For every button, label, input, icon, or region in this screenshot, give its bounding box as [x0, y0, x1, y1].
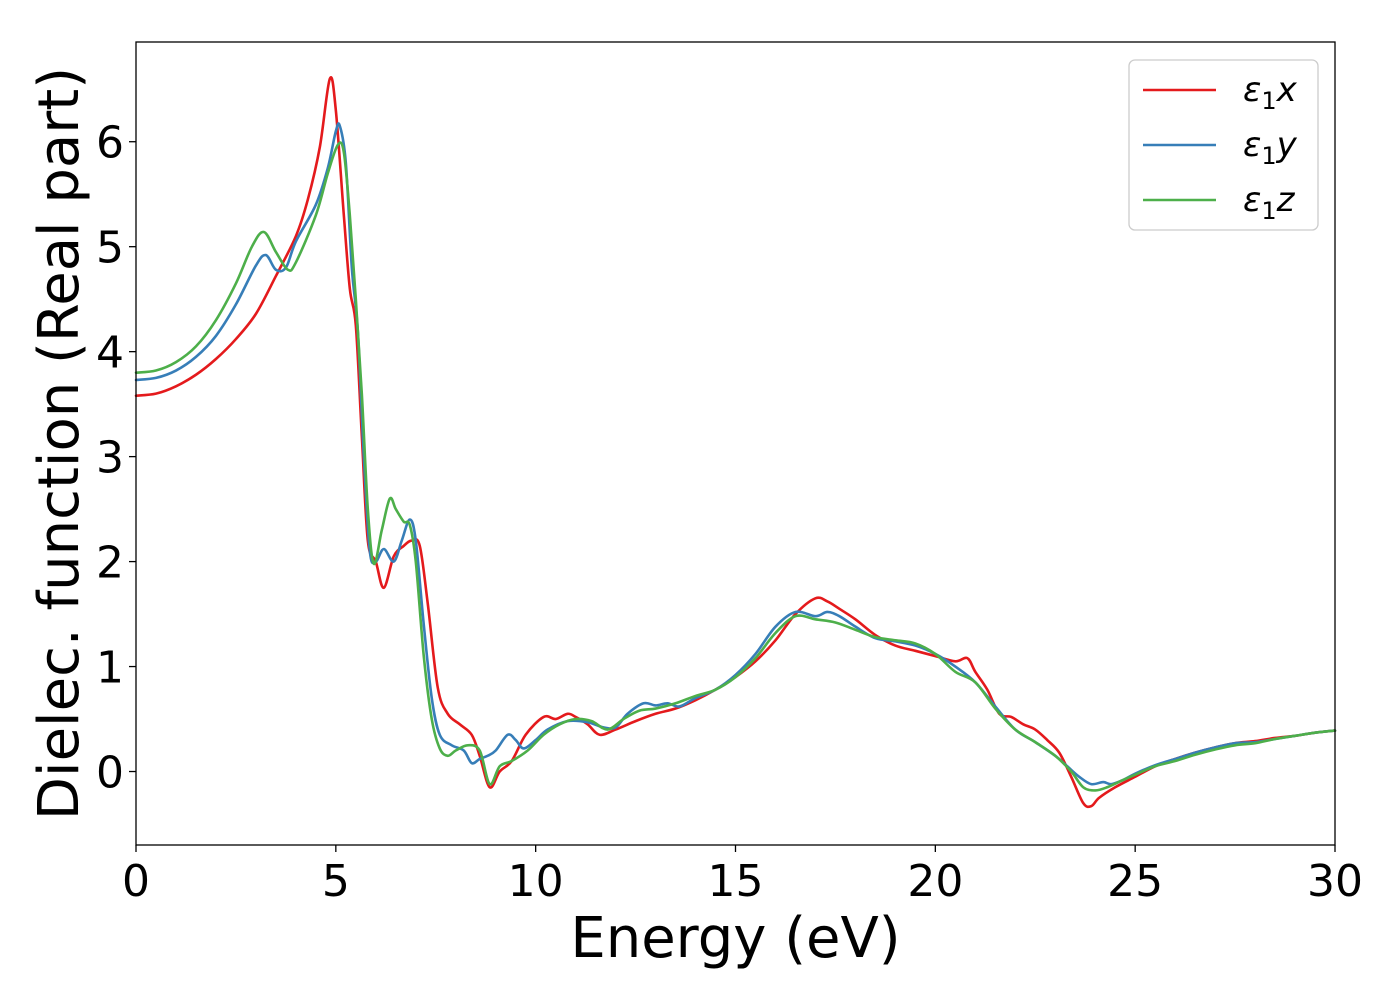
y-tick-label: 3	[96, 433, 124, 484]
series-line-x	[134, 76, 1337, 809]
x-tick-label: 10	[508, 856, 564, 907]
x-tick-label: 0	[122, 856, 150, 907]
x-tick-label: 15	[708, 856, 764, 907]
legend: ε1x ε1y ε1z	[1128, 59, 1319, 231]
y-tick-label: 6	[96, 118, 124, 169]
series-line-z	[134, 141, 1337, 792]
ticks-layer: 0 5 10 15 20 25 30 0 1 2 3 4 5 6	[96, 118, 1363, 907]
y-tick-label: 4	[96, 328, 124, 379]
series-lines-layer	[134, 76, 1337, 809]
y-tick-label: 1	[96, 643, 124, 694]
legend-frame	[1128, 59, 1319, 231]
y-axis-label: Dielec. function (Real part)	[27, 67, 92, 820]
x-tick-label: 5	[322, 856, 350, 907]
y-tick-label: 2	[96, 538, 124, 589]
legend-label-z: ε1z	[1243, 180, 1296, 225]
legend-label-y: ε1y	[1243, 125, 1298, 170]
plot-area-frame	[135, 41, 1336, 846]
x-tick-label: 25	[1107, 856, 1163, 907]
x-tick-label: 30	[1307, 856, 1363, 907]
y-tick-label: 0	[96, 748, 124, 799]
x-axis-label: Energy (eV)	[570, 906, 900, 971]
x-tick-label: 20	[907, 856, 963, 907]
y-tick-label: 5	[96, 223, 124, 274]
legend-label-x: ε1x	[1243, 70, 1298, 115]
